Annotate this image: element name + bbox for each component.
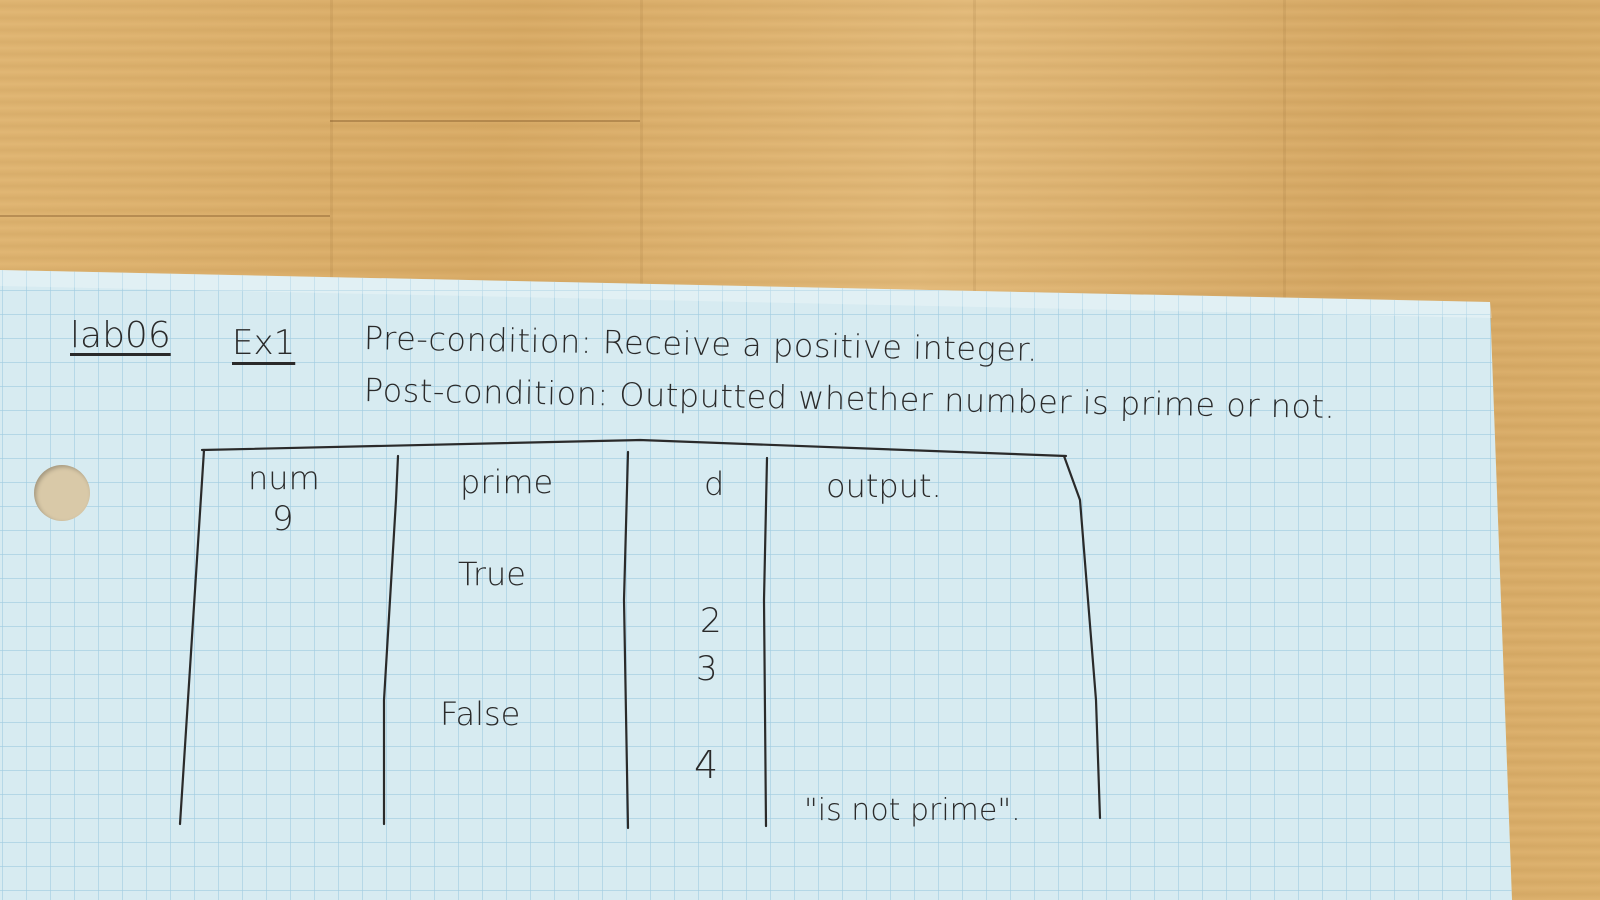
header-output: output. [826, 467, 942, 505]
table-right-line [1062, 454, 1102, 820]
prime-value-false: False [440, 695, 521, 733]
d-value-3: 3 [696, 649, 718, 689]
output-value: "is not prime". [804, 793, 1021, 828]
header-d: d [704, 465, 725, 503]
exercise-label: Ex1 [232, 323, 296, 363]
table-divider-2 [622, 450, 630, 830]
wood-seam-top [330, 120, 640, 122]
num-value: 9 [272, 499, 294, 539]
punch-hole [34, 465, 90, 521]
prime-value-true: True [458, 555, 526, 593]
table-left-line [178, 448, 206, 826]
header-prime: prime [460, 463, 554, 501]
table-divider-3 [762, 456, 769, 828]
header-num: num [248, 459, 320, 497]
d-value-4: 4 [694, 743, 719, 787]
d-value-2: 2 [700, 601, 722, 641]
lab-label: lab06 [70, 315, 171, 356]
table-top-line [200, 438, 1068, 458]
table-divider-1 [382, 454, 400, 826]
wood-seam-middle [0, 215, 330, 217]
